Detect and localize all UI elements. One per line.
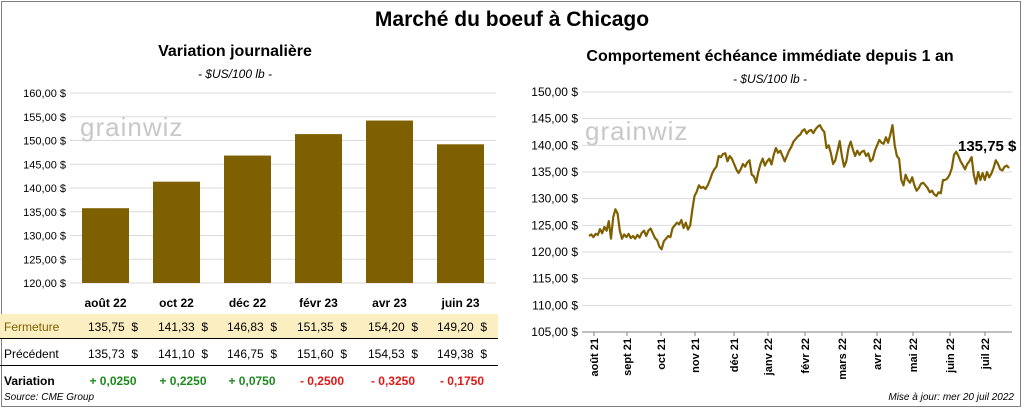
bar-y-tick-label: 125,00 $ [23,254,66,266]
table-divider [0,338,498,339]
precedent-row-label: Précédent [4,347,59,361]
line-x-tick-label: déc 21 [729,338,741,372]
precedent-cell: 151,60 $ [296,347,348,361]
bar-y-tick-label: 155,00 $ [23,112,66,124]
right-watermark-logo: grainwiz [585,116,689,146]
bar-y-tick-label: 140,00 $ [23,183,66,195]
bar-x-tick-label: févr 23 [299,296,338,310]
bar-x-tick-label: déc 22 [229,296,267,310]
precedent-cell: 141,10 $ [157,347,209,361]
line-x-tick-label: oct 21 [656,338,668,370]
line-y-tick-label: 140,00 $ [531,138,578,152]
right-panel-title: Comportement échéance immédiate depuis 1… [586,48,954,65]
bar [224,155,271,283]
line-x-tick-label: janv 22 [763,338,775,376]
left-panel-title: Variation journalière [158,43,312,60]
fermeture-cell: 154,20 $ [367,320,419,334]
source-note: Source: CME Group [4,392,95,403]
bar-y-tick-label: 135,00 $ [23,207,66,219]
bar [437,144,484,283]
page-title: Marché du boeuf à Chicago [374,8,650,31]
bar-y-tick-label: 145,00 $ [23,159,66,171]
bar-x-tick-label: oct 22 [159,296,194,310]
line-x-tick-label: mai 22 [908,338,920,372]
line-x-tick-label: août 21 [589,338,601,377]
precedent-cell: 135,73 $ [87,347,139,361]
left-watermark-logo: grainwiz [80,112,184,142]
fermeture-cell: 135,75 $ [87,320,139,334]
line-y-tick-label: 105,00 $ [531,325,578,339]
line-x-tick-label: sept 21 [622,338,634,376]
fermeture-cell: 151,35 $ [296,320,348,334]
bar-y-tick-label: 130,00 $ [23,231,66,243]
bar-x-tick-label: juin 23 [440,296,479,310]
bar [366,120,413,283]
bar-x-tick-label: avr 23 [372,296,407,310]
bar-y-tick-label: 150,00 $ [23,136,66,148]
line-y-tick-label: 120,00 $ [531,245,578,259]
line-x-tick-label: févr 22 [800,338,812,373]
update-note: Mise à jour: mer 20 juil 2022 [888,392,1014,403]
last-price-label: 135,75 $ [958,138,1017,155]
bar-x-tick-label: août 22 [84,296,126,310]
bar-y-tick-label: 120,00 $ [23,278,66,290]
bar-y-tick-label: 160,00 $ [23,88,66,100]
fermeture-row-background [0,314,498,338]
line-y-tick-label: 125,00 $ [531,218,578,232]
line-y-tick-label: 145,00 $ [531,112,578,126]
line-x-tick-label: juin 22 [945,338,957,374]
fermeture-cell: 149,20 $ [436,320,488,334]
line-y-tick-label: 110,00 $ [532,298,578,312]
variation-cell: - 0,3250 [370,374,416,388]
table-divider [0,365,498,366]
right-panel-unit: - $US/100 lb - [732,72,808,86]
line-y-tick-label: 150,00 $ [531,85,578,99]
precedent-cell: 154,53 $ [367,347,419,361]
line-y-tick-label: 115,00 $ [532,272,578,286]
line-x-tick-label: juil 22 [980,338,992,370]
line-y-tick-label: 135,00 $ [531,165,578,179]
line-y-tick-label: 130,00 $ [531,192,578,206]
variation-cell: - 0,2500 [299,374,345,388]
variation-cell: + 0,0750 [228,374,276,388]
left-panel-unit: - $US/100 lb - [197,67,273,81]
bar [153,181,200,283]
fermeture-cell: 146,83 $ [226,320,278,334]
bar [82,208,129,283]
precedent-cell: 146,75 $ [226,347,278,361]
bar [295,134,342,283]
price-line [588,124,1010,251]
variation-cell: + 0,0250 [89,374,137,388]
precedent-cell: 149,38 $ [436,347,488,361]
bar-chart: 120,00 $ 125,00 $ 130,00 $ 135,00 $ 140,00 $… [23,88,496,310]
variation-row-label: Variation [4,374,55,388]
line-x-tick-label: avr 22 [872,338,884,370]
fermeture-row-label: Fermeture [4,320,60,334]
line-x-tick-label: nov 21 [690,338,702,373]
line-x-tick-label: mars 22 [837,338,849,380]
variation-cell: + 0,2250 [159,374,207,388]
fermeture-cell: 141,33 $ [157,320,209,334]
variation-cell: - 0,1750 [439,374,485,388]
